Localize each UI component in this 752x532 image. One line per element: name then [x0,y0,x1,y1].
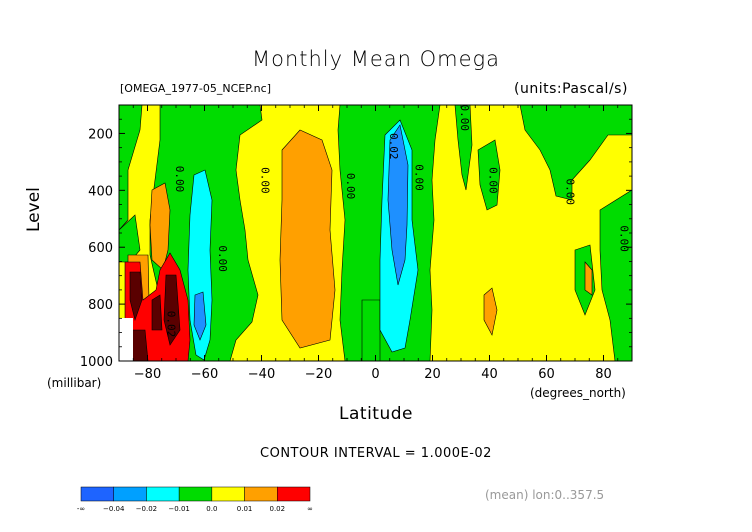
orange-region [279,129,336,349]
contour-label: 0.00 [173,166,186,193]
colorbar-tick-label: 0.0 [206,505,217,513]
colorbar-swatch [178,486,213,502]
y-tick-label: 1000 [80,355,113,370]
colorbar: -∞ −0.04 −0.02 −0.01 0.0 0.01 0.02 ∞ [77,486,313,513]
x-tick-label: 60 [538,367,555,382]
x-tick-label: −80 [134,367,161,382]
colorbar-tick-label: 0.02 [269,505,285,513]
x-tick-label: 0 [371,367,379,382]
y-axis-unit: (millibar) [47,376,102,390]
x-tick-label: −60 [191,367,218,382]
contour-fill-layer [119,105,632,361]
chart-title: Monthly Mean Omega [251,47,501,71]
missing-data-block [119,318,133,361]
contour-label: 0.00 [458,105,471,132]
colorbar-swatch [277,486,311,502]
y-tick-label: 800 [88,298,113,313]
x-axis-label: Latitude [339,404,413,424]
axis-layer: −80 −60 −40 −20 0 20 40 60 80 200 400 600 800 1000 [80,105,632,382]
contour-label: 0.00 [487,167,500,194]
colorbar-tick-label: −0.02 [136,505,157,513]
contour-interval: CONTOUR INTERVAL = 1.000E-02 [260,446,492,461]
contour-label: 0.00 [563,179,576,206]
orange-region [584,261,593,296]
contour-label: 0.00 [412,164,425,191]
contour-label: 0.02 [387,133,400,160]
colorbar-tick-label: ∞ [307,505,313,513]
colorbar-swatch [80,486,114,502]
green-region [477,139,501,211]
x-tick-label: −40 [248,367,275,382]
blue-region [387,124,409,286]
file-label: [OMEGA_1977-05_NCEP.nc] [120,82,271,95]
colorbar-swatch [113,486,147,502]
colorbar-swatch [244,486,278,502]
x-tick-label: 20 [424,367,441,382]
contour-labels-layer: 0.00 0.00 0.00 0.00 0.02 0.00 0.00 0.00 0.00 0.00… [164,105,630,338]
colorbar-tick-label: -∞ [77,505,85,513]
green-region [454,105,473,191]
units-label: (units:Pascal/s) [514,81,628,97]
colorbar-tick-label: −0.04 [103,505,125,513]
orange-region [483,287,498,336]
contour-label: 0.00 [216,245,229,272]
orange-region [149,182,171,271]
green-region [599,189,632,361]
blue-region [193,291,207,341]
green-region [119,105,143,231]
cyan-region [187,169,213,361]
mean-label: (mean) lon:0..357.5 [485,488,605,502]
contour-label: 0.00 [618,225,631,252]
x-tick-label: 40 [481,367,498,382]
colorbar-tick-label: −0.01 [168,505,189,513]
x-tick-label: 80 [595,367,612,382]
colorbar-swatch [146,486,180,502]
green-region [361,299,381,361]
darkred-region [151,294,163,331]
x-axis-unit: (degrees_north) [530,386,626,400]
colorbar-tick-label: 0.01 [237,505,253,513]
y-tick-label: 600 [88,241,113,256]
contour-label: 0.00 [259,167,272,194]
darkred-region [129,271,143,322]
darkred-region [163,274,181,346]
y-tick-label: 200 [88,127,113,142]
y-tick-label: 400 [88,184,113,199]
colorbar-swatch [211,486,245,502]
contour-label: 0.02 [164,311,177,338]
green-region [519,105,632,201]
x-tick-label: −20 [305,367,332,382]
contour-label: 0.00 [344,173,357,200]
